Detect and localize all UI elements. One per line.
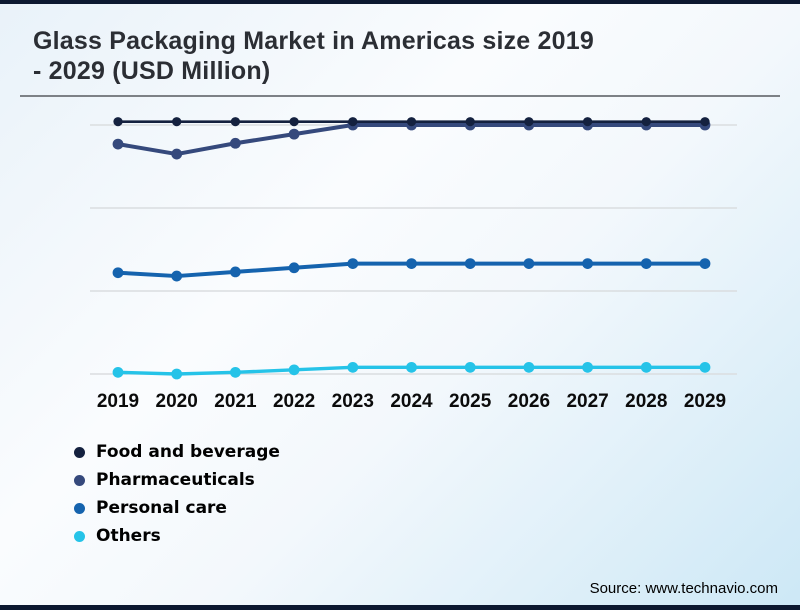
source-text: Source: www.technavio.com (589, 580, 778, 597)
data-point-personal-care-2022 (288, 262, 300, 274)
chart-title-line2: - 2029 (USD Million) (33, 57, 271, 85)
chart-title: Glass Packaging Market in Americas size … (33, 26, 594, 86)
gridlines (90, 124, 737, 375)
series-personal-care (112, 258, 711, 282)
line-chart: 2019 2020 2021 2022 2023 2024 2025 2026 2027 2028… (90, 117, 737, 412)
data-point-food-and-beverage-2028 (641, 117, 651, 127)
data-point-food-and-beverage-2023 (348, 117, 358, 127)
data-point-personal-care-2029 (699, 258, 711, 270)
series-others (112, 361, 711, 380)
data-point-personal-care-2026 (523, 258, 535, 270)
data-point-others-2026 (523, 361, 535, 373)
data-point-food-and-beverage-2019 (113, 117, 123, 127)
data-point-personal-care-2023 (347, 258, 359, 270)
data-point-others-2029 (699, 361, 711, 373)
legend-label-others: Others (96, 526, 161, 546)
data-point-others-2028 (640, 361, 652, 373)
legend-label-personal-care: Personal care (96, 498, 227, 518)
data-point-others-2020 (171, 368, 183, 380)
data-point-personal-care-2020 (171, 270, 183, 282)
x-axis-label-2020: 2020 (156, 391, 198, 412)
data-point-personal-care-2025 (464, 258, 476, 270)
legend-item-food-and-beverage: Food and beverage (74, 438, 280, 466)
x-axis-label-2024: 2024 (390, 391, 433, 412)
x-axis-label-2021: 2021 (214, 391, 257, 412)
data-point-others-2019 (112, 366, 124, 378)
legend-item-personal-care: Personal care (74, 494, 280, 522)
legend-swatch-food-and-beverage (74, 446, 85, 458)
data-point-pharmaceuticals-2022 (288, 128, 300, 140)
data-point-personal-care-2024 (406, 258, 417, 270)
x-axis-label-2019: 2019 (97, 391, 139, 412)
data-point-others-2021 (230, 366, 241, 378)
data-point-food-and-beverage-2029 (700, 117, 710, 127)
data-point-others-2022 (288, 364, 300, 376)
chart-title-line1: Glass Packaging Market in Americas size … (33, 27, 594, 55)
data-point-pharmaceuticals-2019 (112, 138, 124, 150)
legend-swatch-personal-care (74, 502, 85, 514)
data-point-others-2023 (347, 361, 359, 373)
data-point-others-2025 (464, 361, 476, 373)
data-point-food-and-beverage-2027 (583, 117, 593, 127)
title-rule (20, 95, 780, 97)
data-point-pharmaceuticals-2020 (171, 148, 183, 160)
x-axis-label-2022: 2022 (273, 391, 315, 412)
x-axis-label-2027: 2027 (566, 391, 608, 412)
legend-label-pharmaceuticals: Pharmaceuticals (96, 470, 255, 490)
data-point-food-and-beverage-2021 (230, 117, 240, 127)
data-point-food-and-beverage-2025 (465, 117, 475, 127)
data-point-pharmaceuticals-2021 (230, 137, 241, 149)
x-axis-label-2029: 2029 (684, 391, 726, 412)
data-point-food-and-beverage-2022 (289, 117, 299, 127)
legend-item-others: Others (74, 522, 280, 550)
x-axis-label-2028: 2028 (625, 391, 667, 412)
data-point-food-and-beverage-2026 (524, 117, 534, 127)
data-point-personal-care-2027 (582, 258, 593, 270)
x-axis-label-2026: 2026 (508, 391, 550, 412)
data-point-food-and-beverage-2020 (172, 117, 182, 127)
legend-item-pharmaceuticals: Pharmaceuticals (74, 466, 280, 494)
x-axis-label-2025: 2025 (449, 391, 492, 412)
legend-swatch-pharmaceuticals (74, 474, 85, 486)
data-point-personal-care-2021 (230, 266, 241, 278)
data-point-others-2027 (582, 361, 593, 373)
x-axis-labels: 2019 2020 2021 2022 2023 2024 2025 2026 2027 2028… (97, 391, 726, 412)
legend-swatch-others (74, 530, 85, 542)
data-point-personal-care-2019 (112, 267, 124, 279)
legend-label-food-and-beverage: Food and beverage (96, 442, 280, 462)
x-axis-label-2023: 2023 (332, 391, 374, 412)
series-food-and-beverage (113, 117, 710, 127)
data-point-food-and-beverage-2024 (406, 117, 417, 127)
data-point-others-2024 (406, 361, 417, 373)
chart-legend: Food and beverage Pharmaceuticals Person… (74, 438, 280, 550)
data-point-personal-care-2028 (640, 258, 652, 270)
